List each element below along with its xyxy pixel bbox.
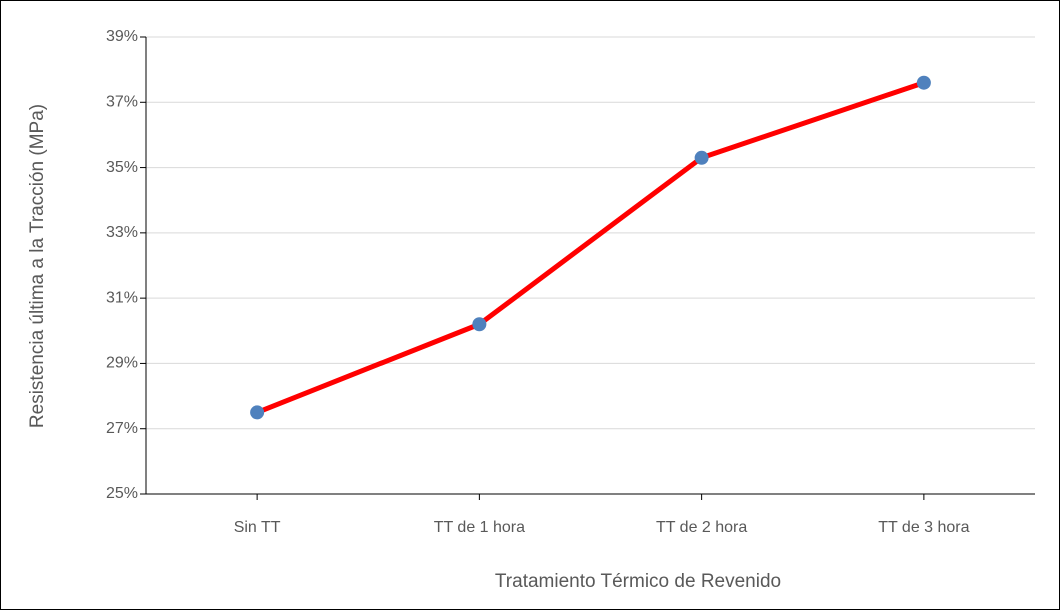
x-tick-label: Sin TT (234, 519, 281, 536)
y-tick-label: 37% (106, 94, 138, 111)
y-tick-label: 39% (106, 28, 138, 45)
data-point (694, 150, 709, 165)
x-tick-label: TT de 2 hora (656, 519, 747, 536)
y-tick-label: 35% (106, 159, 138, 176)
y-axis-title: Resistencia última a la Tracción (MPa) (27, 104, 48, 428)
data-point (472, 317, 487, 332)
y-tick-label: 25% (106, 485, 138, 502)
y-tick-label: 33% (106, 224, 138, 241)
x-tick-label: TT de 3 hora (878, 519, 969, 536)
data-point (916, 75, 931, 90)
y-tick-label: 27% (106, 420, 138, 437)
data-point (250, 405, 265, 420)
y-tick-label: 29% (106, 355, 138, 372)
x-axis-title: Tratamiento Térmico de Revenido (495, 571, 781, 592)
y-tick-label: 31% (106, 289, 138, 306)
line-series (256, 80, 925, 415)
x-tick-label: TT de 1 hora (434, 519, 525, 536)
